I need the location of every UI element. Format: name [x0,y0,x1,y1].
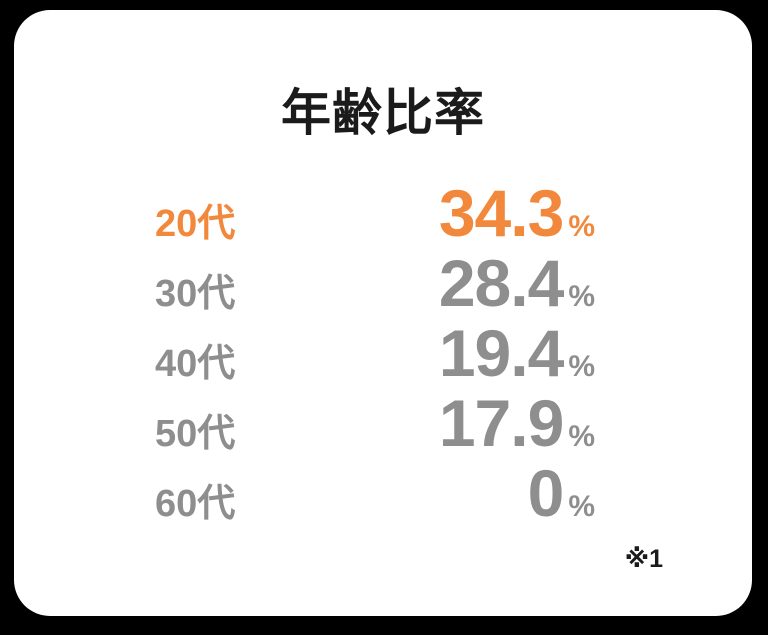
percent-sign: % [568,420,595,453]
age-group-label: 40代 [155,343,236,385]
footnote-reference: ※1 [624,545,663,573]
percentage-value: 19.4% [439,318,595,388]
stat-row: 50代 17.9% [155,388,595,458]
percentage-value: 0% [528,458,595,528]
stat-row: 40代 19.4% [155,318,595,388]
percentage-number: 34.3 [438,176,564,250]
stat-row: 30代 28.4% [155,248,595,318]
percentage-value: 28.4% [439,248,595,318]
age-group-label: 50代 [155,413,236,455]
percentage-number: 28.4 [438,246,564,320]
percent-sign: % [568,490,595,523]
percentage-value: 34.3% [439,178,595,248]
percentage-number: 19.4 [438,316,564,390]
percent-sign: % [568,280,595,313]
stat-row: 20代 34.3% [155,178,595,248]
percent-sign: % [568,350,595,383]
percentage-value: 17.9% [439,388,595,458]
age-group-label: 30代 [155,273,236,315]
stats-card: 年齢比率 20代 34.3% 30代 28.4% 40代 19.4% 50代 1… [14,10,752,616]
percentage-number: 17.9 [438,386,564,460]
stat-row: 60代 0% [155,458,595,528]
age-group-label: 60代 [155,483,236,525]
percent-sign: % [568,210,595,243]
age-ratio-list: 20代 34.3% 30代 28.4% 40代 19.4% 50代 17.9% … [155,178,595,528]
age-group-label: 20代 [155,203,236,245]
chart-title: 年齢比率 [281,85,485,141]
percentage-number: 0 [527,456,565,530]
